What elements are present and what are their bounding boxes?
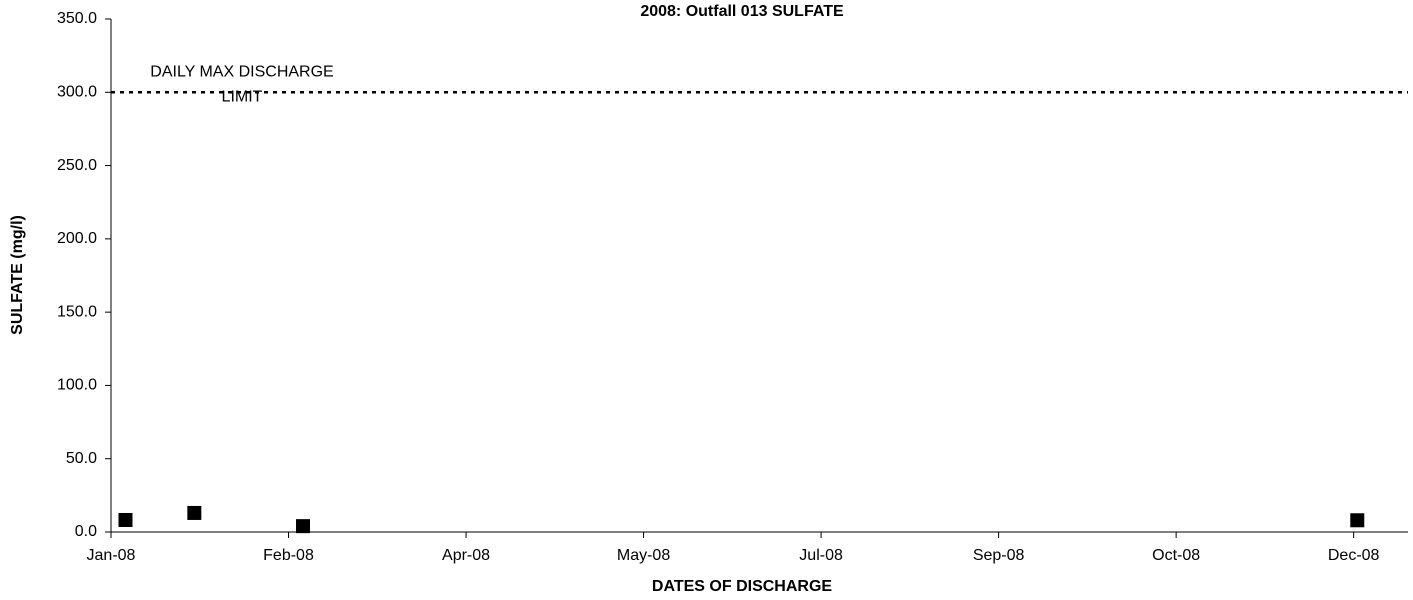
y-tick-label: 200.0 — [57, 230, 97, 247]
y-tick-label: 150.0 — [57, 303, 97, 320]
y-axis-label: SULFATE (mg/l) — [9, 215, 26, 335]
x-tick-label: May-08 — [617, 547, 670, 564]
x-axis-label: DATES OF DISCHARGE — [652, 578, 832, 595]
x-tick-label: Oct-08 — [1152, 547, 1200, 564]
y-tick-label: 0.0 — [75, 523, 97, 540]
marker — [296, 519, 311, 534]
x-tick-label: Dec-08 — [1328, 547, 1380, 564]
marker — [1350, 513, 1365, 528]
x-tick-label: Jan-08 — [87, 547, 136, 564]
limit-label: DAILY MAX DISCHARGE — [150, 64, 333, 81]
y-tick-label: 300.0 — [57, 84, 97, 101]
y-tick-label: 350.0 — [57, 10, 97, 27]
chart-title: 2008: Outfall 013 SULFATE — [640, 3, 844, 20]
limit-label: LIMIT — [222, 89, 263, 106]
y-tick-label: 100.0 — [57, 377, 97, 394]
x-tick-label: Sep-08 — [973, 547, 1025, 564]
x-tick-label: Apr-08 — [442, 547, 490, 564]
y-tick-label: 250.0 — [57, 157, 97, 174]
x-tick-label: Jul-08 — [799, 547, 843, 564]
y-tick-label: 50.0 — [66, 450, 97, 467]
marker — [187, 505, 202, 520]
x-tick-label: Feb-08 — [263, 547, 314, 564]
marker — [118, 512, 133, 527]
